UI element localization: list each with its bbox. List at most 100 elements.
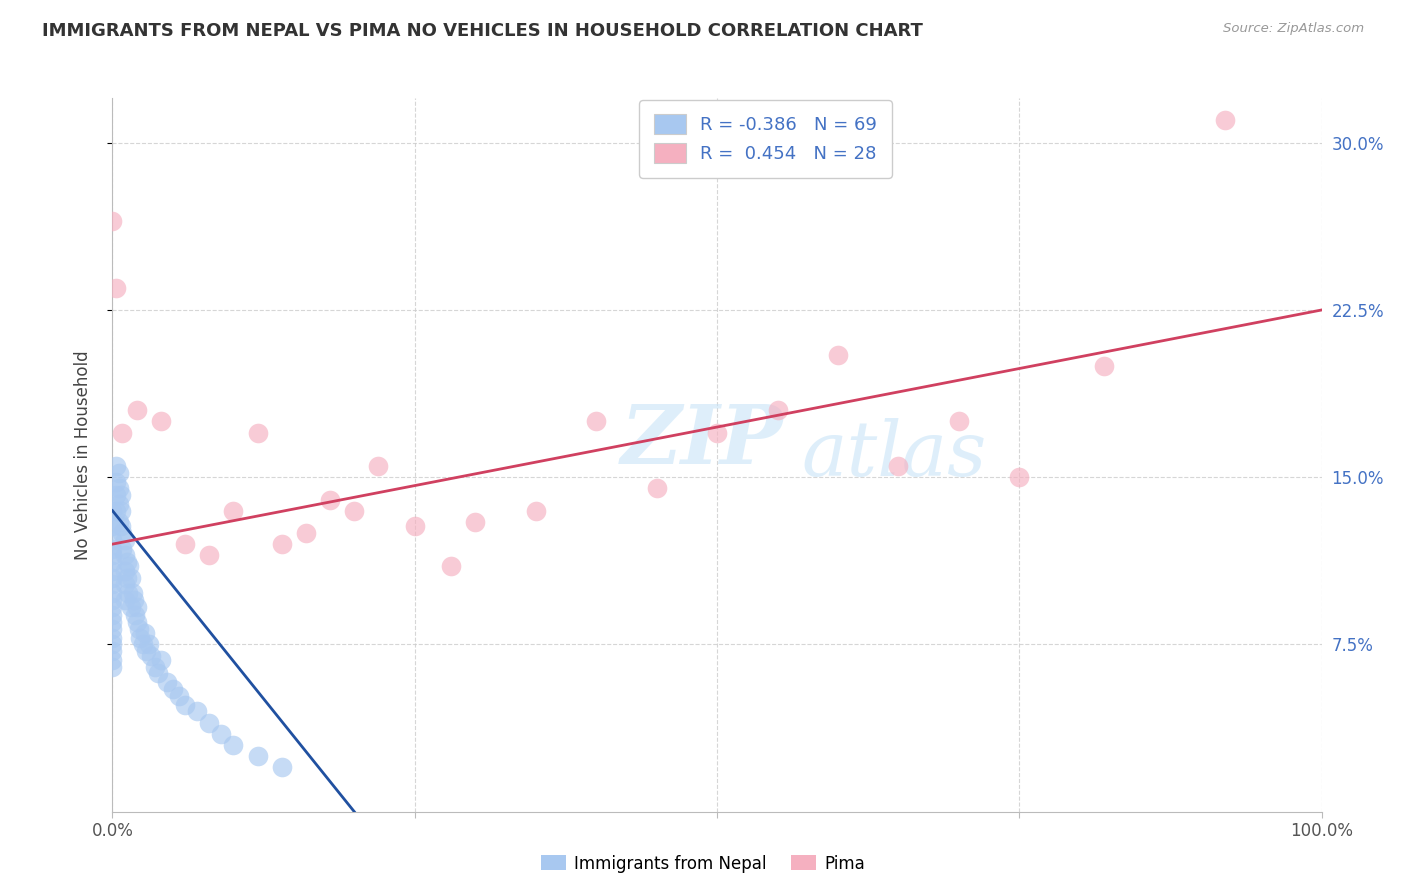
Point: [101, 519, 124, 533]
Point: [135, 644, 157, 658]
Point: [162, 681, 184, 696]
Point: [101, 503, 124, 517]
Point: [101, 644, 124, 658]
Point: [186, 705, 208, 719]
Point: [827, 347, 849, 362]
Point: [149, 653, 172, 667]
Point: [117, 586, 139, 600]
Text: IMMIGRANTS FROM NEPAL VS PIMA NO VEHICLES IN HOUSEHOLD CORRELATION CHART: IMMIGRANTS FROM NEPAL VS PIMA NO VEHICLE…: [42, 22, 924, 40]
Legend: Immigrants from Nepal, Pima: Immigrants from Nepal, Pima: [534, 848, 872, 880]
Point: [101, 564, 124, 578]
Point: [120, 571, 142, 585]
Point: [766, 403, 789, 417]
Point: [101, 541, 124, 556]
Point: [101, 637, 124, 651]
Point: [114, 577, 136, 591]
Point: [246, 425, 269, 440]
Point: [343, 503, 366, 517]
Point: [706, 425, 728, 440]
Text: Source: ZipAtlas.com: Source: ZipAtlas.com: [1223, 22, 1364, 36]
Point: [107, 497, 129, 511]
Text: ZIP: ZIP: [620, 401, 783, 481]
Point: [948, 414, 970, 429]
Point: [222, 738, 245, 752]
Point: [295, 526, 318, 541]
Point: [124, 608, 146, 623]
Point: [101, 622, 124, 636]
Point: [440, 559, 463, 574]
Point: [105, 280, 128, 294]
Point: [645, 482, 668, 496]
Point: [105, 475, 128, 489]
Point: [174, 537, 197, 551]
Point: [198, 715, 221, 730]
Point: [134, 626, 156, 640]
Point: [246, 749, 269, 764]
Point: [128, 622, 150, 636]
Point: [101, 599, 124, 614]
Point: [198, 548, 221, 563]
Point: [149, 414, 172, 429]
Point: [270, 537, 292, 551]
Point: [101, 653, 124, 667]
Point: [118, 559, 141, 574]
Point: [464, 515, 486, 529]
Point: [110, 503, 132, 517]
Point: [125, 403, 148, 417]
Point: [101, 608, 124, 623]
Point: [270, 760, 292, 774]
Point: [111, 541, 134, 556]
Y-axis label: No Vehicles in Household: No Vehicles in Household: [73, 350, 91, 560]
Point: [222, 503, 245, 517]
Point: [156, 675, 179, 690]
Legend: R = -0.386   N = 69, R =  0.454   N = 28: R = -0.386 N = 69, R = 0.454 N = 28: [640, 100, 891, 178]
Point: [101, 615, 124, 630]
Point: [114, 548, 136, 563]
Point: [129, 631, 152, 645]
Point: [105, 488, 128, 502]
Point: [524, 503, 547, 517]
Point: [114, 533, 136, 547]
Point: [1092, 359, 1115, 373]
Point: [101, 571, 124, 585]
Text: atlas: atlas: [801, 418, 987, 491]
Point: [138, 637, 160, 651]
Point: [107, 482, 129, 496]
Point: [367, 458, 389, 473]
Point: [101, 548, 124, 563]
Point: [101, 533, 124, 547]
Point: [110, 519, 132, 533]
Point: [209, 726, 232, 740]
Point: [105, 503, 128, 517]
Point: [319, 492, 342, 507]
Point: [115, 571, 138, 585]
Point: [167, 689, 190, 703]
Point: [111, 526, 134, 541]
Point: [115, 555, 138, 569]
Point: [101, 577, 124, 591]
Point: [101, 631, 124, 645]
Point: [125, 615, 148, 630]
Point: [101, 555, 124, 569]
Point: [148, 666, 170, 681]
Point: [120, 599, 142, 614]
Point: [141, 648, 163, 663]
Point: [122, 586, 145, 600]
Point: [887, 458, 910, 473]
Point: [101, 592, 124, 607]
Point: [110, 488, 132, 502]
Point: [174, 698, 197, 712]
Point: [107, 515, 129, 529]
Point: [585, 414, 607, 429]
Point: [132, 637, 155, 651]
Point: [101, 660, 124, 674]
Point: [111, 425, 134, 440]
Point: [1213, 113, 1236, 128]
Point: [114, 564, 136, 578]
Point: [125, 599, 148, 614]
Point: [404, 519, 426, 533]
Point: [122, 592, 145, 607]
Point: [114, 592, 136, 607]
Point: [1008, 470, 1031, 484]
Point: [107, 466, 129, 480]
